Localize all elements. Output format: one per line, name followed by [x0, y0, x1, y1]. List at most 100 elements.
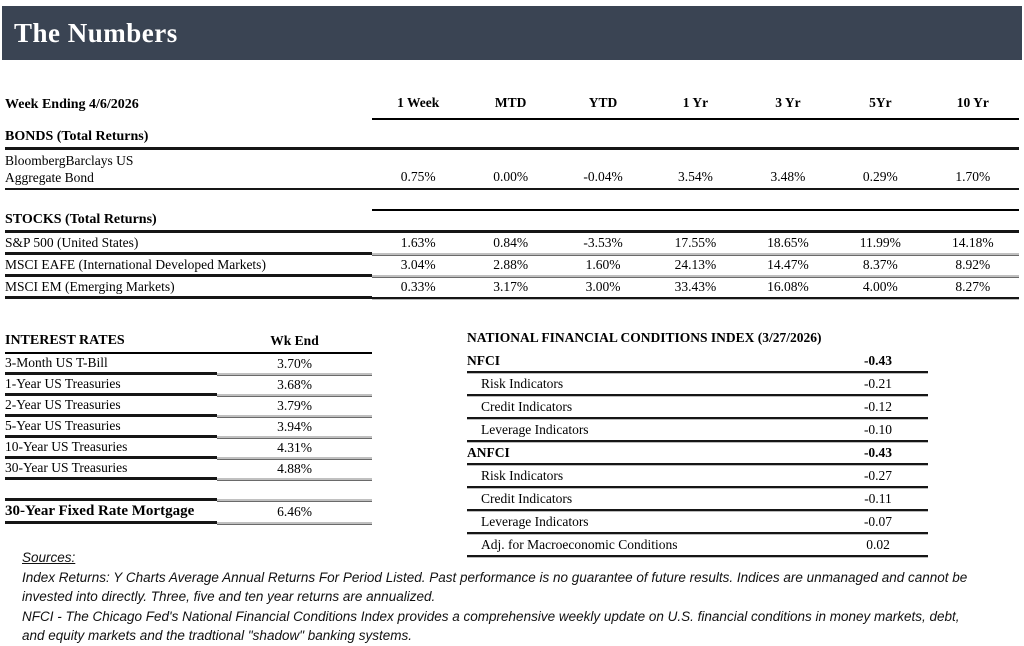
interest-rates-table: INTEREST RATES Wk End 3-Month US T-Bill … — [5, 330, 372, 524]
cell-value: -0.43 — [863, 352, 893, 368]
row-label: 30-Year Fixed Rate Mortgage — [5, 501, 217, 524]
week-ending-label: Week Ending 4/6/2026 — [5, 97, 139, 112]
cell-value: 17.55% — [649, 233, 742, 255]
returns-table: Week Ending 4/6/2026 1 Week MTD YTD 1 Yr… — [5, 88, 1019, 299]
cell-value: 4.00% — [834, 277, 927, 299]
cell-value: 14.18% — [926, 233, 1019, 255]
table-row-aggregate-bond: BloombergBarclays US Aggregate Bond 0.75… — [5, 150, 1019, 190]
cell-value: 14.47% — [741, 255, 835, 277]
page-title: The Numbers — [14, 17, 178, 48]
table-row-anfci-credit: Credit Indicators -0.11 — [467, 488, 928, 511]
table-row-30yr-mortgage: 30-Year Fixed Rate Mortgage 6.46% — [5, 501, 372, 524]
table-row-msci-em: MSCI EM (Emerging Markets) 0.33% 3.17% 3… — [5, 277, 1019, 299]
wk-end-column-header: Wk End — [270, 333, 319, 348]
cell-value: 24.13% — [649, 255, 742, 277]
spacer-cell — [649, 126, 741, 147]
row-label-line2: Aggregate Bond — [5, 170, 94, 185]
row-label: Credit Indicators — [481, 398, 573, 414]
sources-label: Sources: — [22, 550, 76, 565]
interest-rates-heading: INTEREST RATES — [5, 333, 125, 348]
row-label: Leverage Indicators — [481, 513, 589, 529]
table-row-anfci-risk: Risk Indicators -0.27 — [467, 465, 928, 488]
table-row-macro-adjustment: Adj. for Macroeconomic Conditions 0.02 — [467, 534, 928, 557]
table-row-nfci: NFCI -0.43 — [467, 350, 928, 373]
spacer-cell — [742, 126, 834, 147]
table-row-10yr-treasuries: 10-Year US Treasuries 4.31% — [5, 438, 372, 459]
column-header-ytd: YTD — [556, 88, 650, 120]
cell-value: -0.04% — [556, 150, 650, 190]
row-label: Risk Indicators — [481, 467, 564, 483]
row-label: 10-Year US Treasuries — [5, 438, 217, 459]
stocks-section-heading: STOCKS (Total Returns) — [5, 209, 1019, 233]
table-row-nfci-credit: Credit Indicators -0.12 — [467, 396, 928, 419]
cell-value: -0.10 — [863, 421, 893, 437]
spacer-cell — [926, 209, 1019, 230]
spacer-cell — [834, 209, 927, 230]
cell-value: -0.11 — [864, 490, 892, 506]
nfci-table-heading: NATIONAL FINANCIAL CONDITIONS INDEX (3/2… — [467, 330, 822, 345]
cell-value: 2.88% — [464, 255, 557, 277]
column-header-1yr: 1 Yr — [649, 88, 742, 120]
cell-value: 0.29% — [834, 150, 927, 190]
cell-value: -0.07 — [863, 513, 893, 529]
cell-value: 4.88% — [217, 459, 372, 480]
row-label: Adj. for Macroeconomic Conditions — [481, 536, 678, 552]
cell-value: 1.70% — [926, 150, 1019, 190]
spacer-cell — [556, 209, 650, 230]
row-label: 5-Year US Treasuries — [5, 417, 217, 438]
interest-rates-header-row: INTEREST RATES Wk End — [5, 330, 372, 354]
column-header-5yr: 5Yr — [834, 88, 927, 120]
cell-value: 4.31% — [217, 438, 372, 459]
stocks-heading-label: STOCKS (Total Returns) — [5, 212, 157, 227]
cell-value: 0.75% — [372, 150, 465, 190]
row-label: 1-Year US Treasuries — [5, 375, 217, 396]
table-row-1yr-treasuries: 1-Year US Treasuries 3.68% — [5, 375, 372, 396]
row-label: Risk Indicators — [481, 375, 564, 391]
table-row-2yr-treasuries: 2-Year US Treasuries 3.79% — [5, 396, 372, 417]
cell-value: 18.65% — [741, 233, 835, 255]
nfci-table: NATIONAL FINANCIAL CONDITIONS INDEX (3/2… — [467, 330, 928, 557]
cell-value: 1.63% — [372, 233, 465, 255]
row-label-line1: BloombergBarclays US — [5, 153, 134, 168]
returns-header-row: Week Ending 4/6/2026 1 Week MTD YTD 1 Yr… — [5, 88, 1019, 120]
cell-value: 16.08% — [741, 277, 835, 299]
column-header-3yr: 3 Yr — [741, 88, 835, 120]
cell-value: 0.00% — [464, 150, 557, 190]
spacer-cell — [464, 209, 557, 230]
table-row-30yr-treasuries: 30-Year US Treasuries 4.88% — [5, 459, 372, 480]
row-label: 2-Year US Treasuries — [5, 396, 217, 417]
cell-value: 1.60% — [556, 255, 650, 277]
spacer-cell — [557, 126, 649, 147]
row-label: ANFCI — [467, 444, 510, 460]
spacer-cell — [834, 126, 926, 147]
table-row-nfci-risk: Risk Indicators -0.21 — [467, 373, 928, 396]
row-label: NFCI — [467, 352, 500, 368]
cell-value: -3.53% — [556, 233, 650, 255]
spacer-cell — [372, 209, 465, 230]
table-row-5yr-treasuries: 5-Year US Treasuries 3.94% — [5, 417, 372, 438]
cell-value: 11.99% — [834, 233, 927, 255]
cell-value: 3.68% — [217, 375, 372, 396]
cell-value: 3.54% — [649, 150, 742, 190]
title-bar: The Numbers — [2, 6, 1022, 60]
row-label: BloombergBarclays US Aggregate Bond — [5, 150, 372, 190]
cell-value: -0.43 — [863, 444, 893, 460]
spacer-row — [5, 480, 372, 501]
cell-value: 6.46% — [217, 501, 372, 524]
cell-value: 33.43% — [649, 277, 742, 299]
column-header-10yr: 10 Yr — [926, 88, 1019, 120]
spacer-cell — [741, 209, 835, 230]
row-label: 3-Month US T-Bill — [5, 354, 217, 375]
table-row-3mo-tbill: 3-Month US T-Bill 3.70% — [5, 354, 372, 375]
table-row-anfci: ANFCI -0.43 — [467, 442, 928, 465]
footer-line-index-returns: Index Returns: Y Charts Average Annual R… — [22, 569, 968, 605]
cell-value: 3.04% — [372, 255, 465, 277]
row-label: Leverage Indicators — [481, 421, 589, 437]
bonds-section-heading: BONDS (Total Returns) — [5, 126, 1019, 150]
cell-value: -0.12 — [863, 398, 893, 414]
spacer-cell — [5, 480, 217, 501]
sources-footer: Sources: Index Returns: Y Charts Average… — [22, 548, 980, 646]
cell-value: 3.79% — [217, 396, 372, 417]
bonds-heading-label: BONDS (Total Returns) — [5, 129, 149, 144]
